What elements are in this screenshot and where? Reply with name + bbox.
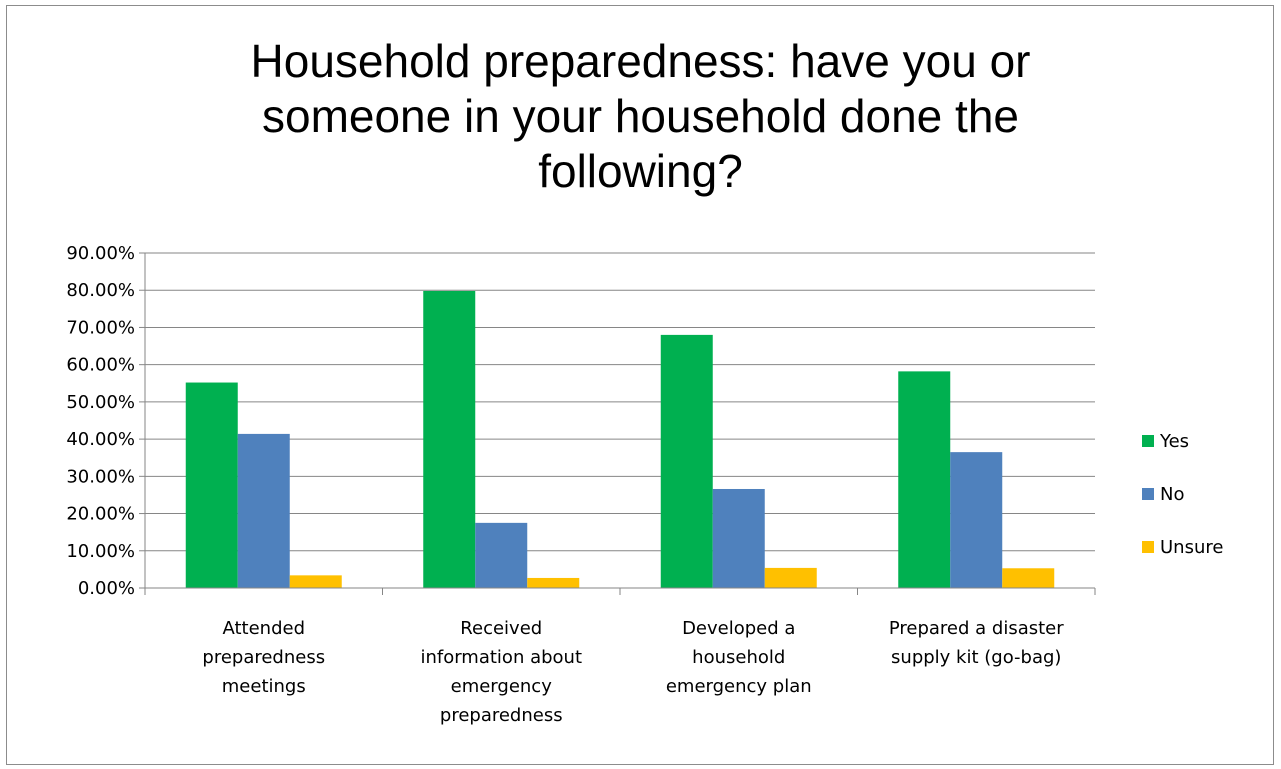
- y-tick-label: 50.00%: [66, 392, 135, 413]
- chart-title-line-1: Household preparedness: have you or: [250, 35, 1031, 87]
- y-tick-label: 40.00%: [66, 429, 135, 450]
- category-label: meetings: [222, 676, 306, 697]
- y-tick-label: 80.00%: [66, 280, 135, 301]
- bar-yes: [423, 290, 476, 588]
- bar-no: [712, 488, 765, 588]
- bar-no: [950, 452, 1003, 588]
- category-label: preparedness: [440, 705, 563, 726]
- bar-unsure: [1002, 568, 1055, 588]
- category-label: Attended: [222, 618, 305, 639]
- legend-label-unsure: Unsure: [1160, 537, 1223, 558]
- bar-unsure: [527, 577, 580, 588]
- category-label: Received: [460, 618, 542, 639]
- y-tick-label: 70.00%: [66, 317, 135, 338]
- bar-no: [475, 522, 528, 588]
- bar-no: [237, 433, 290, 588]
- category-label: supply kit (go-bag): [891, 647, 1061, 668]
- bar-yes: [898, 371, 951, 588]
- category-label: household: [692, 647, 785, 668]
- bar-unsure: [764, 567, 817, 588]
- category-label: information about: [420, 647, 582, 668]
- y-tick-label: 10.00%: [66, 541, 135, 562]
- legend-label-yes: Yes: [1159, 431, 1189, 452]
- category-label: Developed a: [682, 618, 795, 639]
- chart-title: Household preparedness: have you or some…: [0, 34, 1281, 199]
- axes: [139, 252, 1096, 595]
- y-tick-label: 60.00%: [66, 355, 135, 376]
- y-tick-label: 30.00%: [66, 466, 135, 487]
- category-label: emergency plan: [666, 676, 812, 697]
- axis-labels: 0.00% 10.00% 20.00% 30.00% 40.00% 50.00% 60.00…: [66, 243, 1064, 726]
- y-tick-label: 20.00%: [66, 504, 135, 525]
- bars: [185, 290, 1055, 588]
- legend-swatch-unsure: [1142, 541, 1154, 553]
- chart-title-line-3: following?: [538, 145, 743, 197]
- bar-yes: [660, 334, 713, 588]
- bar-unsure: [289, 575, 342, 588]
- legend: Yes No Unsure: [1142, 431, 1223, 558]
- bar-yes: [185, 382, 238, 588]
- legend-swatch-no: [1142, 488, 1154, 500]
- category-label: Prepared a disaster: [889, 618, 1064, 639]
- category-label: emergency: [451, 676, 553, 697]
- category-label: preparedness: [202, 647, 325, 668]
- y-tick-label: 90.00%: [66, 243, 135, 264]
- legend-swatch-yes: [1142, 435, 1154, 447]
- chart-title-line-2: someone in your household done the: [261, 90, 1019, 142]
- legend-label-no: No: [1160, 484, 1184, 505]
- y-tick-label: 0.00%: [78, 578, 135, 599]
